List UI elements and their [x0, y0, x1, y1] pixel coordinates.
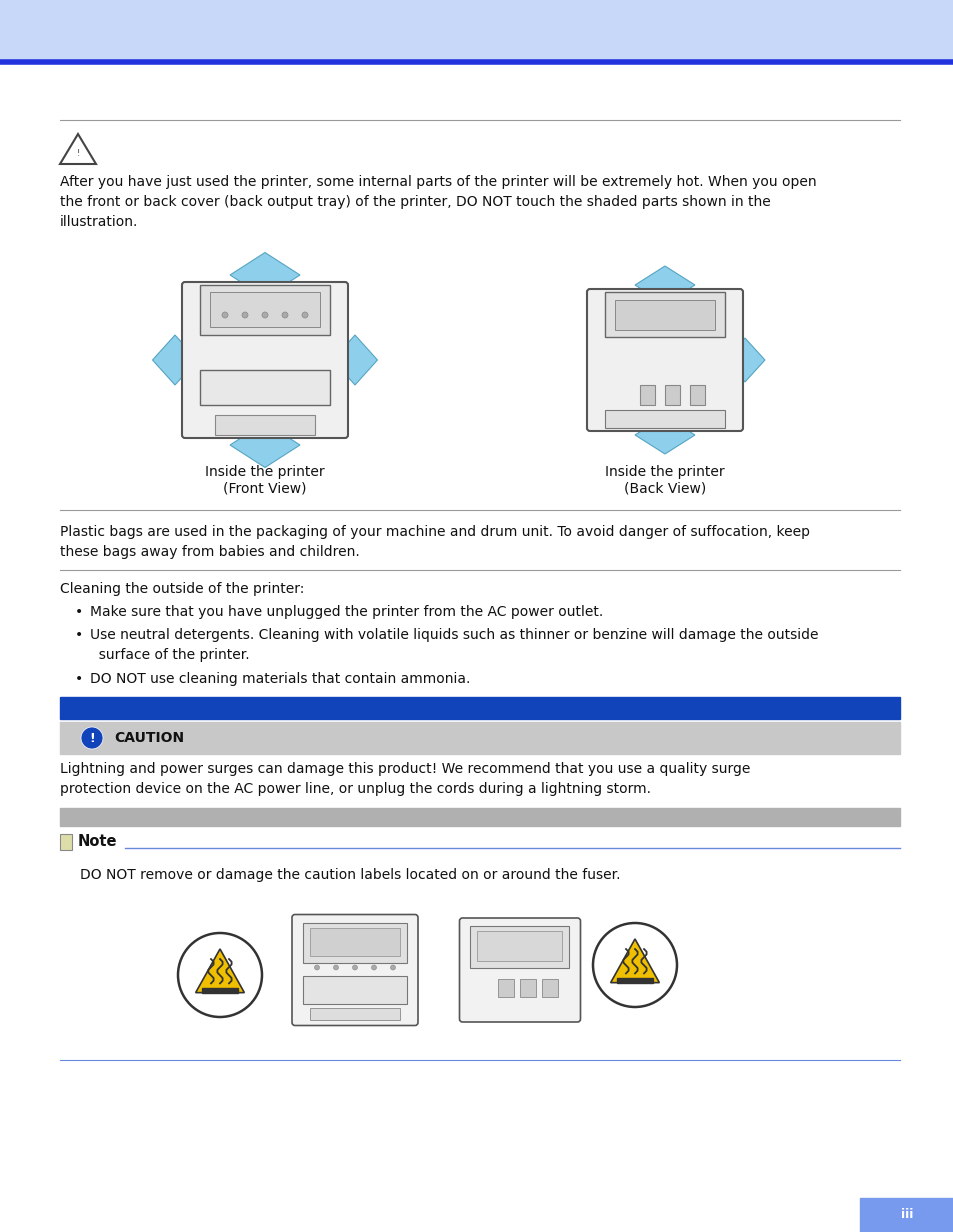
Bar: [604, 410, 724, 428]
Bar: [202, 988, 237, 993]
Text: !: !: [89, 732, 94, 744]
Bar: [604, 292, 724, 338]
Circle shape: [302, 312, 308, 318]
Bar: [303, 923, 407, 962]
Bar: [60, 808, 899, 825]
Circle shape: [314, 965, 319, 970]
Text: iii: iii: [900, 1209, 912, 1221]
FancyBboxPatch shape: [459, 918, 579, 1023]
Circle shape: [242, 312, 248, 318]
Polygon shape: [195, 949, 244, 993]
Circle shape: [262, 312, 268, 318]
Bar: [303, 976, 407, 1004]
Bar: [200, 285, 330, 335]
Text: Use neutral detergents. Cleaning with volatile liquids such as thinner or benzin: Use neutral detergents. Cleaning with vo…: [90, 628, 818, 642]
Bar: [519, 979, 536, 997]
Polygon shape: [230, 423, 299, 467]
Text: Inside the printer
(Front View): Inside the printer (Front View): [205, 464, 324, 495]
Circle shape: [593, 923, 677, 1007]
Bar: [310, 928, 399, 956]
Bar: [541, 979, 558, 997]
Polygon shape: [230, 253, 299, 297]
Text: !: !: [76, 149, 79, 159]
Text: Cleaning the outside of the printer:: Cleaning the outside of the printer:: [60, 582, 304, 596]
Text: After you have just used the printer, some internal parts of the printer will be: After you have just used the printer, so…: [60, 175, 816, 188]
Bar: [200, 370, 330, 405]
Text: Inside the printer
(Back View): Inside the printer (Back View): [604, 464, 724, 495]
FancyBboxPatch shape: [586, 290, 742, 431]
Circle shape: [352, 965, 357, 970]
Text: DO NOT use cleaning materials that contain ammonia.: DO NOT use cleaning materials that conta…: [90, 671, 470, 686]
Text: Make sure that you have unplugged the printer from the AC power outlet.: Make sure that you have unplugged the pr…: [90, 605, 602, 618]
Bar: [639, 384, 655, 405]
Text: Lightning and power surges can damage this product! We recommend that you use a : Lightning and power surges can damage th…: [60, 763, 750, 776]
Polygon shape: [724, 338, 764, 382]
Bar: [470, 926, 569, 968]
Text: Plastic bags are used in the packaging of your machine and drum unit. To avoid d: Plastic bags are used in the packaging o…: [60, 525, 809, 540]
Polygon shape: [610, 939, 659, 983]
FancyBboxPatch shape: [292, 914, 417, 1025]
Circle shape: [334, 965, 338, 970]
Polygon shape: [333, 335, 377, 384]
Circle shape: [178, 933, 262, 1016]
Text: the front or back cover (back output tray) of the printer, DO NOT touch the shad: the front or back cover (back output tra…: [60, 195, 770, 209]
Bar: [210, 292, 319, 326]
Bar: [310, 1008, 399, 1020]
Polygon shape: [152, 335, 197, 384]
Circle shape: [282, 312, 288, 318]
Bar: [214, 415, 314, 435]
Text: •: •: [75, 671, 83, 686]
Bar: [60, 722, 899, 754]
Bar: [859, 1198, 953, 1232]
Text: DO NOT remove or damage the caution labels located on or around the fuser.: DO NOT remove or damage the caution labe…: [80, 869, 619, 882]
Bar: [497, 979, 514, 997]
Text: surface of the printer.: surface of the printer.: [90, 648, 250, 662]
Bar: [0, 0, 953, 62]
Bar: [617, 978, 652, 983]
Polygon shape: [635, 266, 695, 304]
Text: illustration.: illustration.: [60, 216, 138, 229]
Polygon shape: [635, 416, 695, 455]
Bar: [60, 834, 71, 850]
Text: CAUTION: CAUTION: [113, 731, 184, 745]
Bar: [689, 384, 704, 405]
Text: •: •: [75, 628, 83, 642]
Bar: [615, 301, 714, 330]
Circle shape: [390, 965, 395, 970]
Bar: [664, 384, 679, 405]
Bar: [60, 697, 899, 719]
Circle shape: [222, 312, 228, 318]
Bar: [477, 931, 562, 961]
Circle shape: [81, 727, 103, 749]
Text: protection device on the AC power line, or unplug the cords during a lightning s: protection device on the AC power line, …: [60, 782, 650, 796]
Circle shape: [371, 965, 376, 970]
Text: Note: Note: [78, 834, 117, 850]
Text: these bags away from babies and children.: these bags away from babies and children…: [60, 545, 359, 559]
FancyBboxPatch shape: [182, 282, 348, 439]
Text: •: •: [75, 605, 83, 618]
